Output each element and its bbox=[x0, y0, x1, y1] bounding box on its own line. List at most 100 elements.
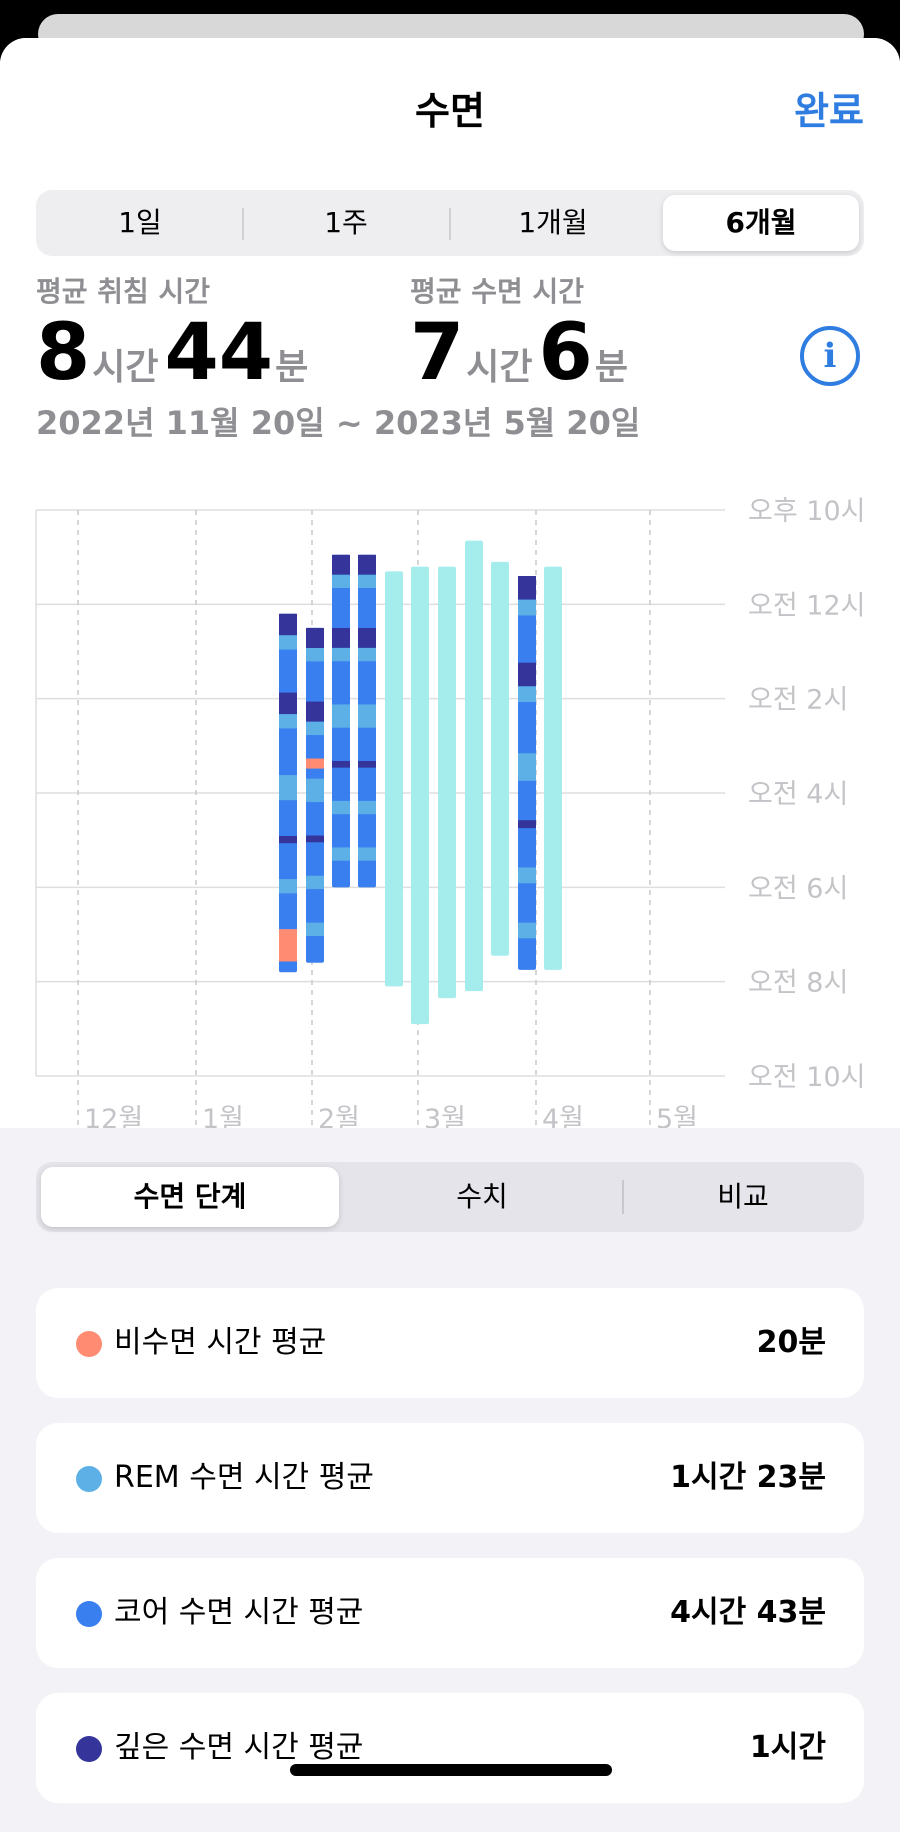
stage-segment-rem bbox=[518, 753, 536, 781]
stage-segment-deep bbox=[306, 627, 324, 649]
summary-label: 깊은 수면 시간 평균 bbox=[114, 1730, 364, 1765]
stage-segment-deep bbox=[332, 627, 350, 648]
sleep-bar-asleep bbox=[411, 566, 429, 1025]
y-tick-label: 오전 12시 bbox=[748, 590, 865, 621]
stage-segment-deep bbox=[306, 835, 324, 843]
stage-segment-rem bbox=[358, 800, 376, 815]
awake-color-dot bbox=[76, 1331, 102, 1357]
summary-value: 20분 bbox=[756, 1325, 826, 1360]
stage-segment-deep bbox=[358, 627, 376, 648]
stage-segment-deep bbox=[279, 836, 297, 844]
tab-6-months[interactable]: 6개월 bbox=[663, 195, 859, 251]
x-tick-label: 4월 bbox=[542, 1104, 584, 1128]
avg-bedtime-value: 8시간44분 bbox=[36, 308, 314, 418]
core-color-dot bbox=[76, 1601, 102, 1627]
stage-segment-rem bbox=[518, 867, 536, 884]
stage-segment-rem bbox=[279, 714, 297, 729]
y-tick-label: 오전 2시 bbox=[748, 685, 848, 716]
stage-segment-deep bbox=[306, 701, 324, 722]
page-title: 수면 bbox=[415, 89, 485, 133]
rem-color-dot bbox=[76, 1466, 102, 1492]
bedtime-hours: 8 bbox=[36, 308, 91, 398]
stage-segment-deep bbox=[518, 820, 536, 829]
summary-value: 1시간 bbox=[749, 1730, 826, 1765]
y-tick-label: 오전 6시 bbox=[748, 873, 848, 904]
summary-value: 4시간 43분 bbox=[670, 1595, 826, 1630]
stage-segment-deep bbox=[279, 613, 297, 636]
summary-value: 1시간 23분 bbox=[670, 1460, 826, 1495]
asleep-minutes: 6 bbox=[538, 308, 593, 398]
stage-segment-deep bbox=[518, 576, 536, 600]
summary-card-core[interactable]: 코어 수면 시간 평균 4시간 43분 bbox=[36, 1558, 864, 1668]
x-tick-label: 2월 bbox=[318, 1104, 360, 1128]
tab-values[interactable]: 수치 bbox=[456, 1180, 508, 1213]
tab-1-day[interactable]: 1일 bbox=[118, 206, 162, 239]
bedtime-hours-unit: 시간 bbox=[92, 347, 159, 388]
x-tick-label: 12월 bbox=[84, 1104, 143, 1128]
sleep-bar-asleep bbox=[438, 566, 456, 999]
date-range: 2022년 11월 20일 ~ 2023년 5월 20일 bbox=[36, 404, 641, 442]
summary-label: REM 수면 시간 평균 bbox=[114, 1460, 374, 1495]
stage-segment-rem bbox=[306, 922, 324, 937]
stage-segment-rem bbox=[358, 574, 376, 589]
stage-segment-rem bbox=[332, 704, 350, 728]
y-tick-label: 오전 8시 bbox=[748, 968, 848, 999]
done-button[interactable]: 완료 bbox=[794, 89, 864, 133]
stage-segment-deep bbox=[358, 760, 376, 768]
stage-segment-rem bbox=[358, 847, 376, 861]
segment-divider bbox=[449, 208, 451, 240]
tab-sleep-stages[interactable]: 수면 단계 bbox=[41, 1167, 339, 1227]
stage-segment-rem bbox=[332, 847, 350, 861]
tab-1-month[interactable]: 1개월 bbox=[518, 206, 588, 239]
detail-segmented-control: 수면 단계 수치 비교 bbox=[36, 1162, 864, 1232]
avg-asleep-label: 평균 수면 시간 bbox=[410, 275, 585, 308]
sleep-bar-asleep bbox=[491, 561, 509, 956]
info-circle-icon[interactable]: i bbox=[800, 326, 860, 386]
stage-segment-rem bbox=[358, 647, 376, 662]
x-tick-label: 3월 bbox=[424, 1104, 466, 1128]
x-tick-label: 5월 bbox=[656, 1104, 698, 1128]
stage-segment-rem bbox=[306, 875, 324, 890]
tab-compare[interactable]: 비교 bbox=[717, 1180, 769, 1213]
stage-segment-deep bbox=[279, 692, 297, 715]
summary-label: 코어 수면 시간 평균 bbox=[114, 1595, 364, 1630]
chart-panel: 수면 완료 1일 1주 1개월 6개월 평균 취침 시간 8시간44분 평균 수… bbox=[0, 38, 900, 1128]
sleep-bar-asleep bbox=[385, 571, 403, 987]
stage-segment-deep bbox=[332, 554, 350, 575]
summary-card-awake[interactable]: 비수면 시간 평균 20분 bbox=[36, 1288, 864, 1398]
sleep-sheet: 수면 완료 1일 1주 1개월 6개월 평균 취침 시간 8시간44분 평균 수… bbox=[0, 38, 900, 1832]
bedtime-minutes: 44 bbox=[164, 308, 274, 398]
stage-segment-rem bbox=[518, 686, 536, 703]
bedtime-minutes-unit: 분 bbox=[275, 347, 309, 388]
avg-bedtime-label: 평균 취침 시간 bbox=[36, 275, 211, 308]
tab-1-week[interactable]: 1주 bbox=[324, 206, 368, 239]
stage-segment-rem bbox=[518, 922, 536, 939]
y-tick-label: 오전 10시 bbox=[748, 1062, 865, 1093]
range-segmented-control: 1일 1주 1개월 6개월 bbox=[36, 190, 864, 256]
y-tick-label: 오전 4시 bbox=[748, 779, 848, 810]
home-indicator[interactable] bbox=[290, 1764, 612, 1776]
y-tick-label: 오후 10시 bbox=[748, 496, 865, 527]
stage-segment-deep bbox=[332, 760, 350, 768]
segment-divider bbox=[622, 1180, 624, 1214]
sleep-bar-asleep bbox=[544, 566, 562, 970]
summary-card-rem[interactable]: REM 수면 시간 평균 1시간 23분 bbox=[36, 1423, 864, 1533]
avg-asleep-value: 7시간6분 bbox=[410, 308, 634, 418]
asleep-hours-unit: 시간 bbox=[466, 347, 533, 388]
stage-segment-rem bbox=[518, 599, 536, 616]
summary-label: 비수면 시간 평균 bbox=[114, 1325, 327, 1360]
stage-segment-rem bbox=[332, 574, 350, 589]
deep-color-dot bbox=[76, 1736, 102, 1762]
stage-segment-rem bbox=[279, 635, 297, 650]
x-tick-label: 1월 bbox=[202, 1104, 244, 1128]
segment-divider bbox=[242, 208, 244, 240]
stage-segment-rem bbox=[306, 778, 324, 803]
stage-segment-deep bbox=[518, 662, 536, 687]
stage-segment-rem bbox=[332, 647, 350, 662]
stage-segment-awake bbox=[306, 758, 324, 769]
stage-segment-rem bbox=[306, 721, 324, 736]
summary-card-deep[interactable]: 깊은 수면 시간 평균 1시간 bbox=[36, 1693, 864, 1803]
stage-segment-awake bbox=[279, 929, 297, 962]
stage-segment-deep bbox=[358, 554, 376, 575]
